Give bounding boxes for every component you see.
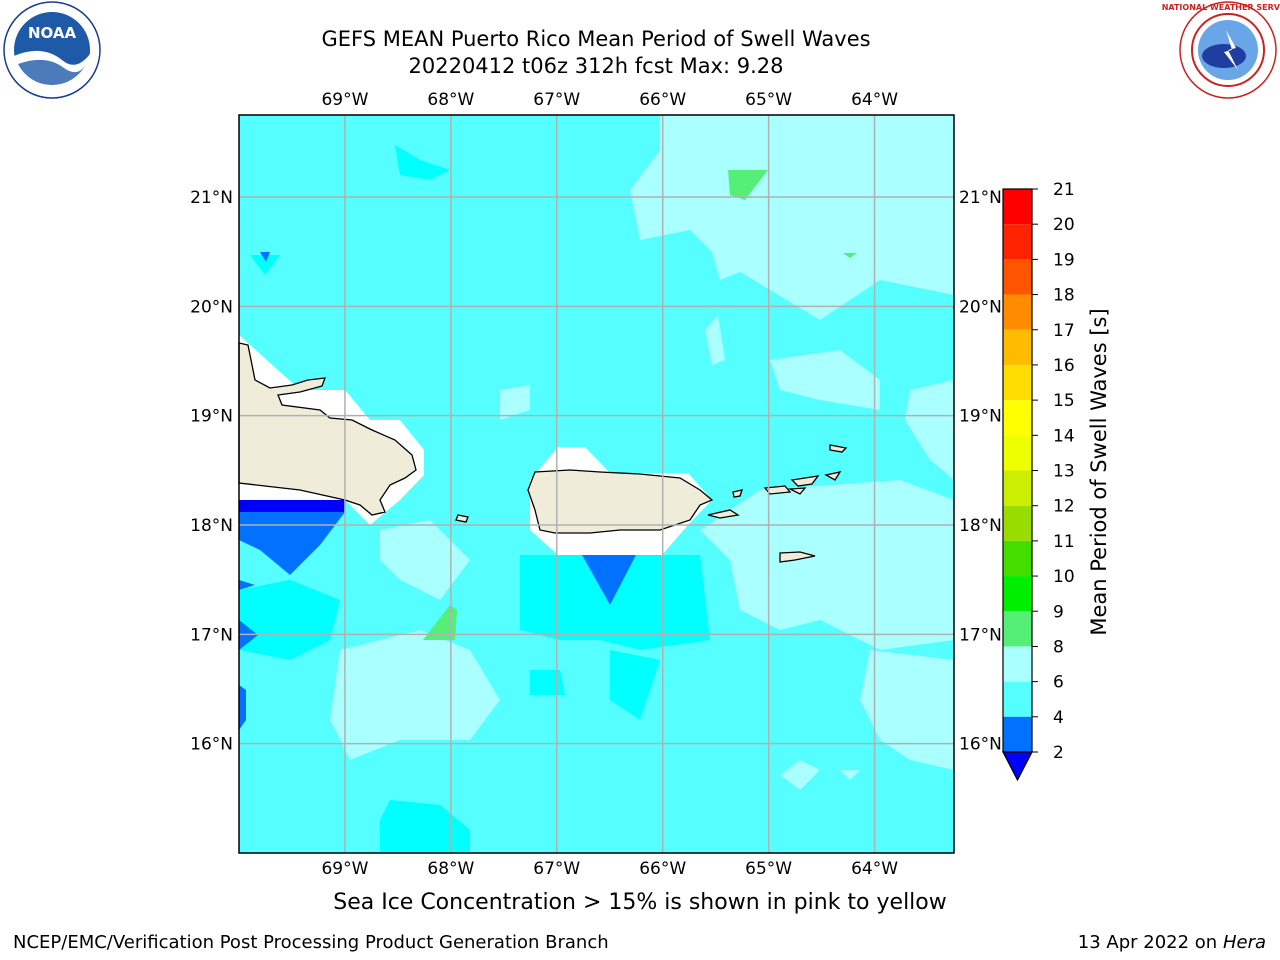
colorbar-tick-label: 18: [1053, 286, 1075, 306]
lat-label-left: 18°N: [190, 516, 233, 536]
nws-logo: NATIONAL WEATHER SERVICE: [1162, 1, 1280, 99]
colorbar-segment: [1003, 329, 1032, 365]
colorbar-tick-label: 4: [1053, 708, 1064, 728]
colorbar-tick-label: 2: [1053, 743, 1064, 763]
colorbar: 2 4 6 8 9 10 11 12 13 14 15 16 17 18 19 20 21: [1002, 180, 1075, 782]
colorbar-segment: [1003, 364, 1032, 401]
colorbar-tick-label: 17: [1053, 321, 1075, 341]
lat-label-right: 19°N: [959, 407, 1002, 427]
lon-label-top: 69°W: [321, 90, 368, 110]
colorbar-label: Mean Period of Swell Waves [s]: [1087, 308, 1111, 635]
lat-label-left: 16°N: [190, 735, 233, 755]
lon-label-top: 64°W: [851, 90, 898, 110]
noaa-logo-text: NOAA: [28, 24, 77, 42]
lon-label-top: 65°W: [745, 90, 792, 110]
lon-labels-top: 69°W 68°W 67°W 66°W 65°W 64°W: [321, 90, 898, 110]
footer-host: Hera: [1222, 932, 1266, 953]
colorbar-tick-label: 6: [1053, 673, 1064, 693]
lat-label-right: 20°N: [959, 297, 1002, 317]
colorbar-tick-label: 21: [1053, 180, 1075, 200]
lon-label-bottom: 64°W: [851, 859, 898, 879]
lat-label-left: 20°N: [190, 297, 233, 317]
colorbar-tick-label: 16: [1053, 356, 1075, 376]
colorbar-segment: [1003, 224, 1032, 260]
noaa-logo: NOAA: [3, 1, 101, 99]
graticule: [239, 115, 954, 853]
contour-9-10s: [423, 170, 857, 640]
lat-label-right: 18°N: [959, 516, 1002, 536]
colorbar-segment: [1003, 435, 1032, 471]
colorbar-segment: [1003, 294, 1032, 330]
colorbar-segment: [1003, 505, 1032, 541]
map-frame: [238, 114, 955, 854]
lon-label-top: 67°W: [533, 90, 580, 110]
colorbar-tick-label: 11: [1053, 532, 1075, 552]
lat-label-right: 21°N: [959, 188, 1002, 208]
lat-label-right: 17°N: [959, 625, 1002, 645]
lon-label-bottom: 69°W: [321, 859, 368, 879]
footer-credit: NCEP/EMC/Verification Post Processing Pr…: [13, 932, 609, 953]
colorbar-segment: [1003, 400, 1032, 436]
lon-label-bottom: 68°W: [427, 859, 474, 879]
lon-labels-bottom: 69°W 68°W 67°W 66°W 65°W 64°W: [321, 859, 898, 879]
colorbar-segment: [1003, 611, 1032, 647]
colorbar-segment: [1003, 470, 1032, 506]
colorbar-tick-label: 20: [1053, 215, 1075, 235]
colorbar-segment: [1003, 576, 1032, 612]
colorbar-segment: [1003, 189, 1032, 225]
sea-ice-note: Sea Ice Concentration > 15% is shown in …: [333, 890, 947, 915]
colorbar-segment: [1003, 716, 1032, 752]
footer-date: 13 Apr 2022 on Hera: [1078, 932, 1266, 953]
map-panel: [238, 114, 955, 854]
title-line-1: GEFS MEAN Puerto Rico Mean Period of Swe…: [321, 27, 871, 51]
lat-labels-left: 21°N 20°N 19°N 18°N 17°N 16°N: [190, 188, 233, 755]
lat-label-left: 17°N: [190, 625, 233, 645]
colorbar-segment: [1003, 540, 1032, 577]
footer-date-text: 13 Apr 2022 on: [1077, 932, 1223, 953]
lat-label-right: 16°N: [959, 735, 1002, 755]
land-islands: [238, 342, 848, 563]
contour-8-9s: [330, 115, 954, 790]
title-line-2: 20220412 t06z 312h fcst Max: 9.28: [408, 54, 784, 78]
nws-logo-text: NATIONAL WEATHER SERVICE: [1162, 3, 1280, 12]
lat-labels-right: 21°N 20°N 19°N 18°N 17°N 16°N: [959, 188, 1002, 755]
lat-label-left: 21°N: [190, 188, 233, 208]
colorbar-tick-label: 8: [1053, 637, 1064, 657]
colorbar-segment: [1003, 646, 1032, 682]
lon-label-top: 68°W: [427, 90, 474, 110]
colorbar-tick-label: 15: [1053, 391, 1075, 411]
colorbar-tick-label: 13: [1053, 462, 1075, 482]
lon-label-bottom: 65°W: [745, 859, 792, 879]
lon-label-bottom: 66°W: [639, 859, 686, 879]
contour-under-2s: [239, 500, 345, 512]
lon-label-top: 66°W: [639, 90, 686, 110]
colorbar-under-arrow: [1002, 751, 1033, 782]
colorbar-tick-label: 19: [1053, 250, 1075, 270]
lat-label-left: 19°N: [190, 407, 233, 427]
colorbar-tick-label: 10: [1053, 567, 1075, 587]
colorbar-segment: [1003, 259, 1032, 295]
colorbar-tick-label: 12: [1053, 497, 1075, 517]
colorbar-tick-label: 9: [1053, 602, 1064, 622]
colorbar-segment: [1003, 681, 1032, 717]
lon-label-bottom: 67°W: [533, 859, 580, 879]
colorbar-tick-label: 14: [1053, 426, 1075, 446]
